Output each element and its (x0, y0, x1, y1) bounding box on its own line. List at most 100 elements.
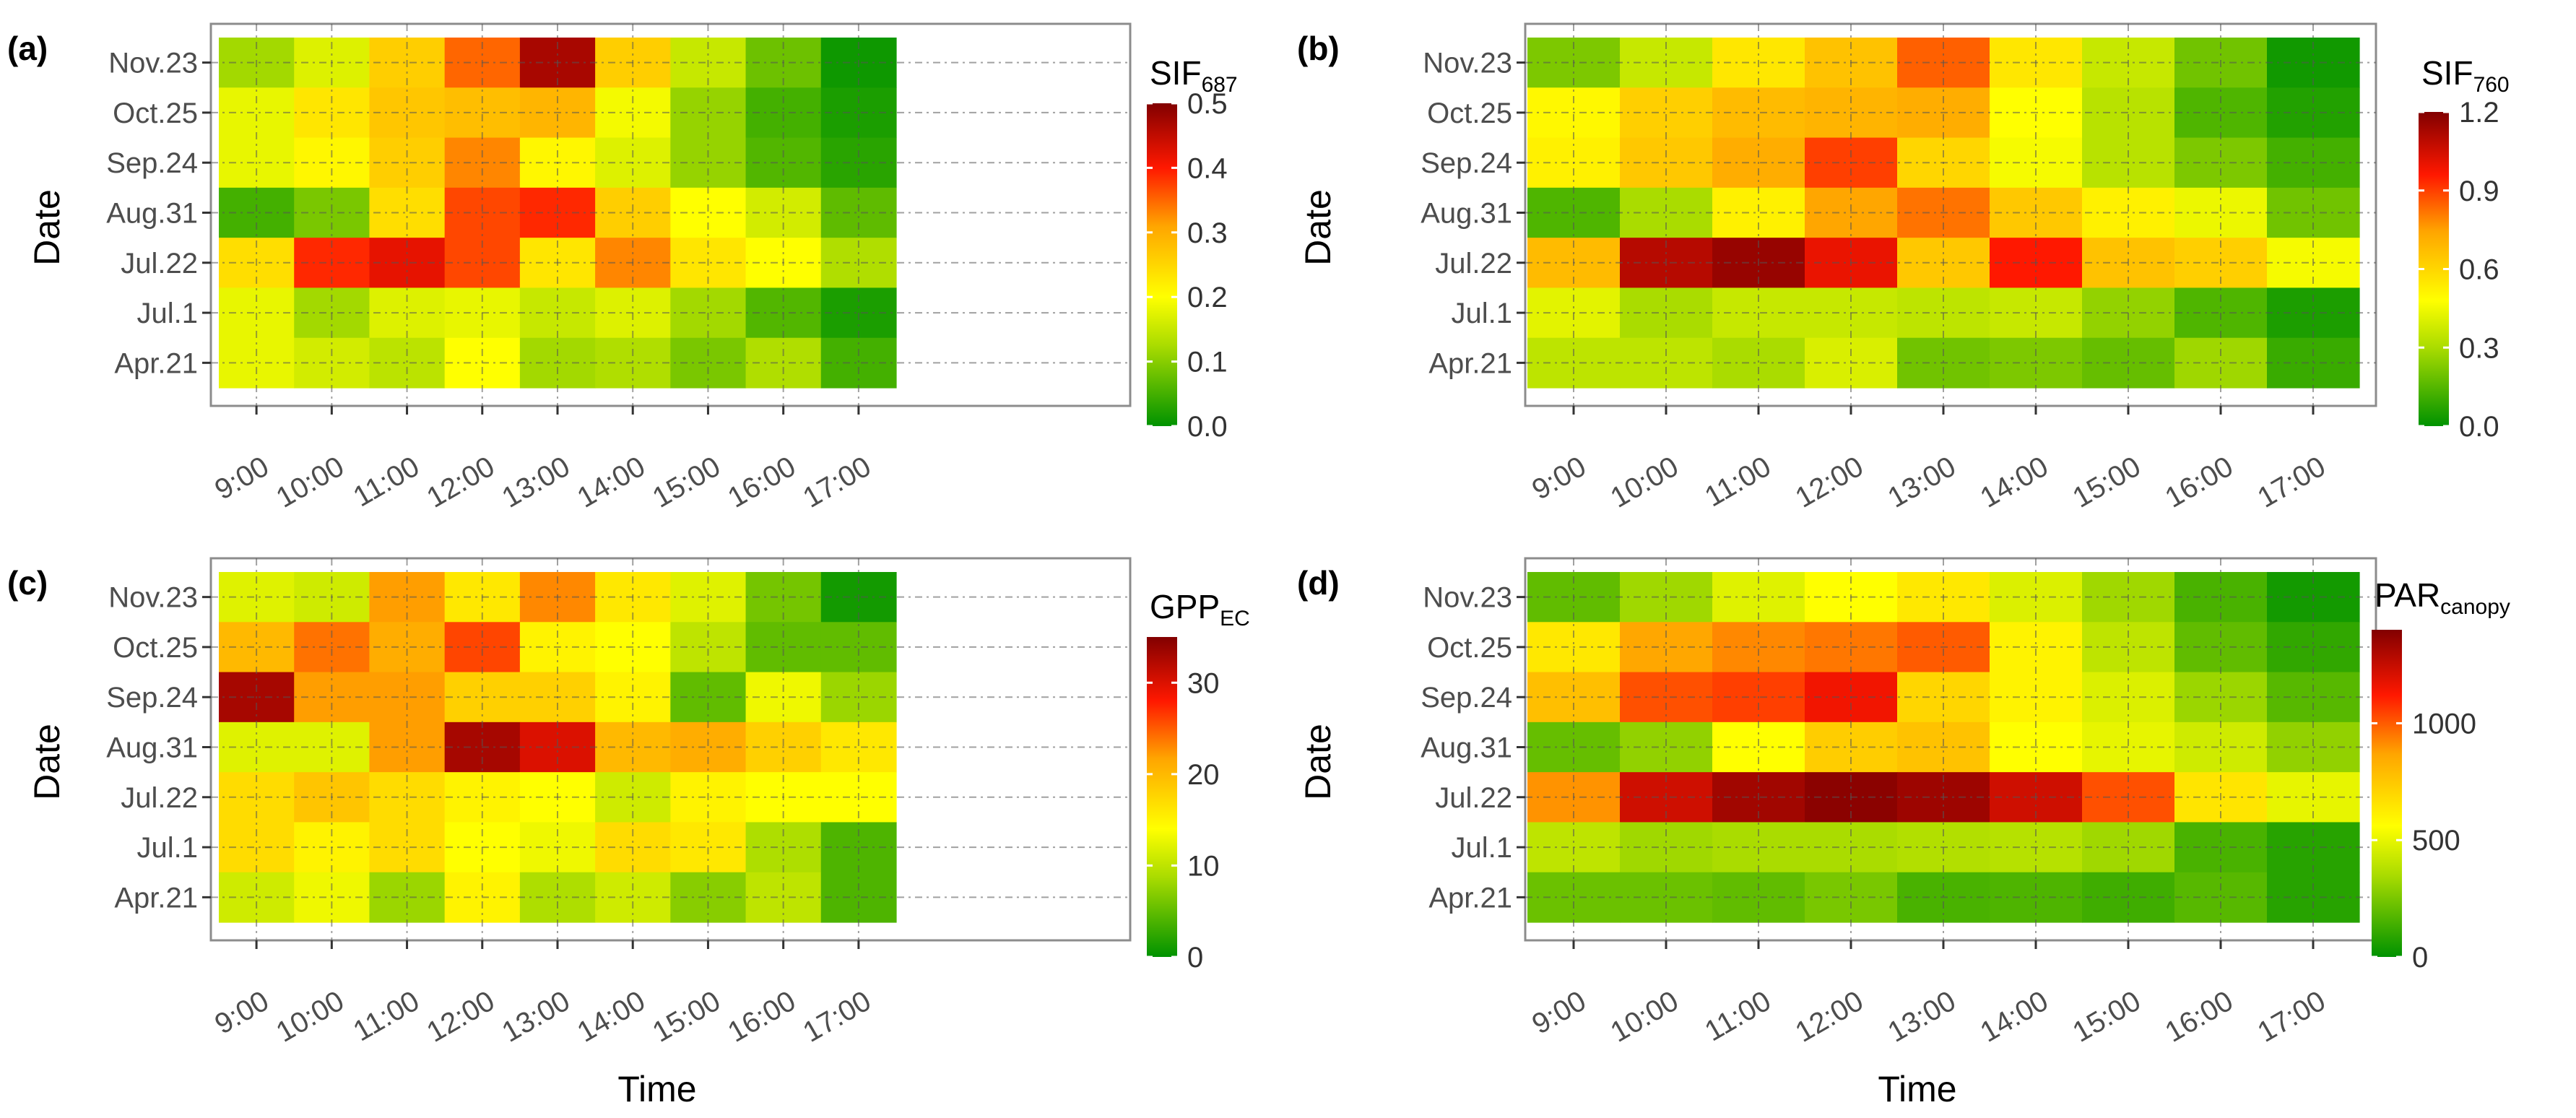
y-tick-label: Sep.24 (106, 147, 198, 179)
x-tick-label: 11:00 (1699, 451, 1776, 514)
x-tick-label: 13:00 (1883, 985, 1961, 1049)
y-tick-label: Sep.24 (106, 682, 198, 714)
y-tick-label: Apr.21 (1428, 347, 1512, 379)
legend-tick-label: 0.9 (2459, 176, 2499, 207)
legend-tick-label: 0.0 (1187, 411, 1228, 443)
x-tick-label: 11:00 (1699, 985, 1776, 1048)
y-axis-title-bottom: Date (27, 724, 67, 800)
x-tick-label: 16:00 (2160, 451, 2239, 514)
x-tick-label: 17:00 (2252, 985, 2331, 1049)
legend-colorbar (1147, 103, 1177, 426)
y-tick-label: Oct.25 (1427, 632, 1512, 664)
x-tick-label: 14:00 (572, 451, 651, 514)
y-tick-label: Sep.24 (1421, 682, 1512, 714)
y-tick-label: Jul.1 (137, 832, 199, 864)
x-tick-label: 12:00 (1790, 451, 1869, 514)
legend-title-subscript: EC (1220, 607, 1250, 630)
x-tick-label: 15:00 (647, 451, 726, 514)
y-axis-title-top: Date (27, 189, 67, 266)
legend-tick-label: 1000 (2412, 708, 2476, 740)
legend-title: SIF760 (2421, 54, 2510, 97)
y-tick-label: Apr.21 (1428, 882, 1512, 914)
y-tick-label: Apr.21 (114, 347, 198, 379)
x-tick-label: 15:00 (647, 985, 726, 1049)
y-tick-label: Jul.22 (121, 782, 198, 814)
y-axis-title-right-top: Date (1298, 189, 1338, 266)
y-tick-label: Apr.21 (114, 882, 198, 914)
x-tick-label: 9:00 (209, 985, 274, 1041)
legend-tick-label: 0 (1187, 942, 1203, 974)
y-axis-title-right-bottom: Date (1298, 724, 1338, 800)
y-tick-label: Sep.24 (1421, 147, 1512, 179)
legend-title-subscript: 687 (1202, 73, 1238, 97)
x-tick-label: 16:00 (722, 451, 801, 514)
legend-tick-label: 500 (2412, 825, 2460, 857)
x-tick-label: 11:00 (348, 985, 425, 1048)
legend-title: PARcanopy (2375, 576, 2510, 619)
y-tick-label: Aug.31 (1421, 198, 1512, 230)
legend-tick-label: 0.1 (1187, 347, 1228, 378)
x-tick-label: 10:00 (271, 985, 350, 1049)
x-tick-label: 10:00 (271, 451, 350, 514)
x-tick-label: 12:00 (422, 451, 500, 514)
x-tick-label: 13:00 (497, 451, 576, 514)
legend-title-main: SIF (1150, 54, 1202, 92)
legend-tick-label: 20 (1187, 759, 1220, 791)
x-tick-label: 17:00 (798, 985, 877, 1049)
legend-title: GPPEC (1150, 588, 1250, 630)
legend-tick-label: 30 (1187, 667, 1220, 699)
x-tick-label: 13:00 (497, 985, 576, 1049)
legend-tick-label: 0.3 (1187, 217, 1228, 249)
x-tick-label: 13:00 (1883, 451, 1961, 514)
legend-tick-label: 1.2 (2459, 97, 2499, 129)
x-tick-label: 17:00 (798, 451, 877, 514)
x-tick-label: 10:00 (1605, 985, 1684, 1049)
y-tick-label: Jul.22 (1435, 248, 1512, 280)
legend-title-main: GPP (1150, 588, 1220, 625)
y-tick-label: Jul.22 (121, 248, 198, 280)
x-tick-label: 11:00 (348, 451, 425, 514)
y-tick-label: Aug.31 (106, 732, 198, 764)
y-tick-label: Nov.23 (1423, 582, 1512, 614)
y-tick-label: Jul.22 (1435, 782, 1512, 814)
x-tick-label: 9:00 (1527, 985, 1591, 1041)
x-tick-label: 15:00 (2068, 985, 2146, 1049)
legend-tick-label: 10 (1187, 850, 1220, 882)
y-tick-label: Aug.31 (106, 198, 198, 230)
y-tick-label: Jul.1 (1452, 298, 1513, 329)
y-tick-label: Oct.25 (1427, 98, 1512, 129)
legend-tick-label: 0.4 (1187, 152, 1228, 184)
x-axis-title-right: Time (1878, 1069, 1956, 1109)
legend-colorbar (2372, 630, 2402, 957)
x-tick-label: 16:00 (722, 985, 801, 1049)
x-tick-label: 17:00 (2252, 451, 2331, 514)
y-tick-label: Jul.1 (137, 298, 199, 329)
y-tick-label: Aug.31 (1421, 732, 1512, 764)
x-tick-label: 14:00 (572, 985, 651, 1049)
legend-tick-label: 0.0 (2459, 411, 2499, 443)
y-tick-label: Nov.23 (1423, 48, 1512, 79)
legend-tick-label: 0.5 (1187, 88, 1228, 120)
x-tick-label: 10:00 (1605, 451, 1684, 514)
x-tick-label: 9:00 (1527, 451, 1591, 506)
y-tick-label: Oct.25 (113, 632, 198, 664)
x-tick-label: 16:00 (2160, 985, 2239, 1049)
x-tick-label: 14:00 (1975, 985, 2054, 1049)
y-tick-label: Oct.25 (113, 98, 198, 129)
legend-tick-label: 0.2 (1187, 282, 1228, 313)
panel-label: (b) (1297, 30, 1340, 67)
legend-title-subscript: canopy (2440, 595, 2510, 619)
panel-label: (c) (7, 564, 48, 602)
x-tick-label: 12:00 (422, 985, 500, 1049)
legend-title-main: SIF (2421, 54, 2473, 92)
panel-label: (d) (1297, 564, 1340, 602)
legend-tick-label: 0 (2412, 942, 2428, 974)
legend-colorbar (1147, 637, 1177, 957)
legend-title: SIF687 (1150, 54, 1238, 97)
legend-tick-label: 0.3 (2459, 332, 2499, 364)
panel-label: (a) (7, 30, 48, 67)
y-tick-label: Jul.1 (1452, 832, 1513, 864)
legend-title-main: PAR (2375, 576, 2440, 614)
x-tick-label: 15:00 (2068, 451, 2146, 514)
